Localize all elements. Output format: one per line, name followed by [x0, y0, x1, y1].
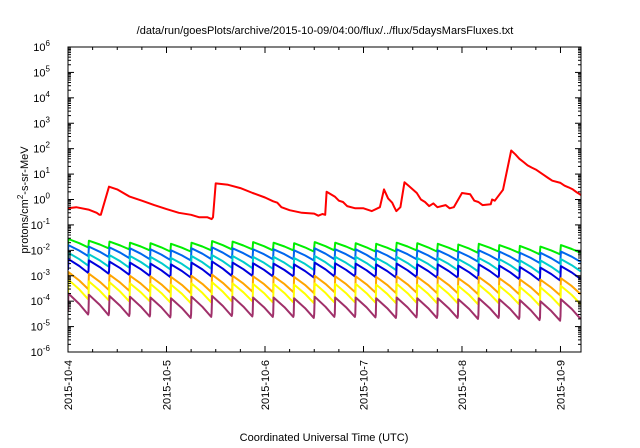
- series-line-0: [68, 149, 581, 221]
- series-line-3: [68, 251, 581, 274]
- y-tick-exponent: 6: [46, 39, 51, 48]
- y-tick-base: 10: [31, 271, 43, 283]
- y-tick-base: 10: [33, 195, 45, 207]
- plot-area: [68, 149, 581, 322]
- y-tick-exponent: -2: [43, 242, 51, 251]
- x-tick-label: 2015-10-5: [161, 360, 173, 410]
- series-line-2: [68, 244, 581, 265]
- y-tick-exponent: -3: [43, 268, 51, 277]
- y-tick-label: 10-3: [31, 268, 51, 283]
- x-tick-label: 2015-10-6: [260, 360, 272, 410]
- series-line-4: [68, 258, 581, 282]
- x-tick-label: 2015-10-4: [63, 360, 75, 410]
- y-axis-title-sup: 2: [16, 194, 25, 199]
- y-axis-title-post: -s-sr-MeV: [19, 146, 31, 195]
- y-tick-label: 10-2: [31, 242, 51, 257]
- y-tick-label: 105: [33, 64, 50, 79]
- y-tick-label: 100: [33, 192, 50, 207]
- series-line-1: [68, 238, 581, 256]
- y-axis-title: protons/cm2-s-sr-MeV: [16, 146, 31, 254]
- y-tick-base: 10: [33, 42, 45, 54]
- y-tick-exponent: -6: [43, 344, 51, 353]
- x-axis: 2015-10-4 2015-10-5 2015-10-6 2015-10-7 2015…: [63, 47, 567, 410]
- y-tick-label: 10-6: [31, 344, 51, 359]
- y-tick-base: 10: [33, 67, 45, 79]
- y-tick-exponent: 1: [46, 166, 51, 175]
- y-tick-label: 106: [33, 39, 50, 54]
- y-tick-base: 10: [31, 296, 43, 308]
- series-group: [68, 149, 581, 322]
- y-tick-exponent: 0: [46, 192, 51, 201]
- x-axis-title: Coordinated Universal Time (UTC): [240, 432, 409, 444]
- y-tick-base: 10: [31, 347, 43, 359]
- y-tick-label: 101: [33, 166, 50, 181]
- y-tick-label: 10-1: [31, 217, 51, 232]
- y-tick-base: 10: [31, 245, 43, 257]
- y-tick-base: 10: [33, 118, 45, 130]
- y-tick-base: 10: [33, 93, 45, 105]
- y-tick-label: 103: [33, 115, 50, 130]
- y-tick-exponent: -1: [43, 217, 51, 226]
- y-tick-label: 10-4: [31, 293, 51, 308]
- y-tick-exponent: 5: [46, 64, 51, 73]
- y-axis-title-pre: protons/cm: [19, 199, 31, 253]
- series-line-7: [68, 292, 581, 322]
- y-tick-exponent: 3: [46, 115, 51, 124]
- y-tick-exponent: -4: [43, 293, 51, 302]
- y-tick-exponent: 4: [46, 90, 51, 99]
- y-tick-exponent: -5: [43, 319, 51, 328]
- series-line-6: [68, 278, 581, 307]
- x-tick-label: 2015-10-7: [358, 360, 370, 410]
- y-tick-base: 10: [33, 144, 45, 156]
- x-tick-label: 2015-10-9: [555, 360, 567, 410]
- y-tick-base: 10: [31, 220, 43, 232]
- y-tick-label: 104: [33, 90, 50, 105]
- y-axis: 10-610-510-410-310-210-11001011021031041…: [31, 39, 581, 359]
- chart-title: /data/run/goesPlots/archive/2015-10-09/0…: [137, 25, 514, 37]
- y-tick-label: 10-5: [31, 319, 51, 334]
- y-tick-label: 102: [33, 141, 50, 156]
- y-tick-base: 10: [31, 322, 43, 334]
- x-tick-label: 2015-10-8: [457, 360, 469, 410]
- y-tick-exponent: 2: [46, 141, 51, 150]
- y-tick-base: 10: [33, 169, 45, 181]
